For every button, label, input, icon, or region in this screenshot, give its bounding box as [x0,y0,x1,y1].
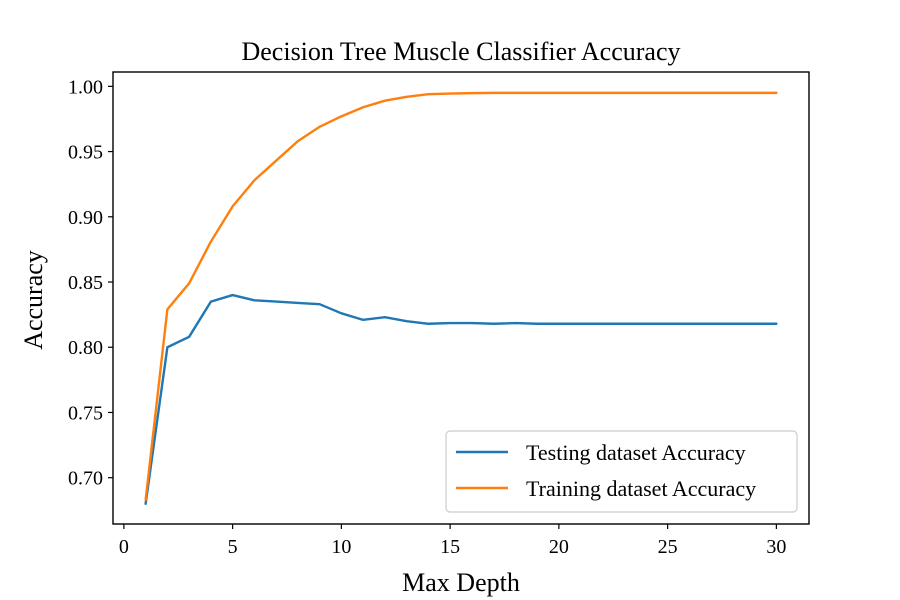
y-tick-label: 0.95 [68,142,103,164]
x-tick-label: 10 [331,536,351,558]
x-tick-label: 25 [658,536,678,558]
x-tick-label: 20 [549,536,569,558]
y-tick-label: 0.90 [68,207,103,229]
legend-label: Training dataset Accuracy [526,476,756,501]
legend-label: Testing dataset Accuracy [526,440,746,465]
x-tick-label: 15 [440,536,460,558]
x-tick-label: 5 [228,536,238,558]
legend-box [445,430,798,513]
legend: Testing dataset Accuracy Training dataset… [445,430,798,513]
series-line-testing [144,293,778,505]
x-tick-label: 0 [119,536,129,558]
y-tick-label: 1.00 [68,76,103,98]
y-tick-label: 0.70 [68,468,103,490]
y-tick-label: 0.85 [68,272,103,294]
chart-title: Decision Tree Muscle Classifier Accuracy [241,37,680,66]
y-axis-title: Accuracy [19,250,48,350]
x-tick-label: 30 [766,536,786,558]
series-line-training [144,91,778,502]
x-axis-title: Max Depth [402,568,520,597]
plot-frame [112,71,810,525]
y-tick-label: 0.80 [68,337,103,359]
y-tick-label: 0.75 [68,402,103,424]
plot-area: 0 5 10 15 20 25 30 0.70 0.75 0.80 0.85 0.90 0.95 1.00 [68,71,810,558]
